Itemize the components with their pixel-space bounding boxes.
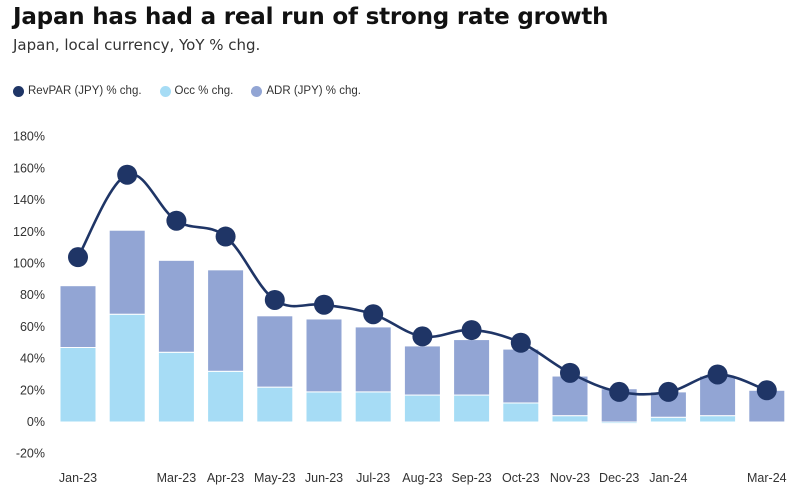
x-tick-label: Apr-23 xyxy=(207,471,245,485)
bar-occ xyxy=(157,351,195,423)
y-tick-label: 20% xyxy=(20,383,45,397)
x-tick-label: Jul-23 xyxy=(356,471,390,485)
legend-item-adr: ADR (JPY) % chg. xyxy=(251,85,361,97)
y-tick-label: 0% xyxy=(27,415,45,429)
bar-occ xyxy=(551,415,589,423)
bars xyxy=(59,229,786,425)
x-tick-label: Oct-23 xyxy=(502,471,540,485)
bar-occ xyxy=(354,391,392,423)
y-axis: -20% 0% 20% 40% 60% 80% 100% 120% 140% 160% 180% xyxy=(13,130,45,461)
revpar-point xyxy=(707,364,728,385)
revpar-line xyxy=(68,164,777,402)
bar-adr xyxy=(207,269,245,372)
bar-occ xyxy=(108,313,146,423)
legend-item-revpar: RevPAR (JPY) % chg. xyxy=(13,85,142,97)
legend-swatch-adr xyxy=(251,85,263,97)
y-tick-label: 180% xyxy=(13,130,45,144)
y-tick-label: -20% xyxy=(16,447,45,461)
legend-swatch-revpar xyxy=(13,85,24,97)
y-tick-label: 120% xyxy=(13,225,45,239)
x-tick-label: May-23 xyxy=(254,471,296,485)
bar-adr xyxy=(108,229,146,315)
x-tick-label: Jun-23 xyxy=(305,471,343,485)
y-tick-label: 100% xyxy=(13,257,45,271)
bar-occ xyxy=(59,347,97,423)
bar-adr xyxy=(59,285,97,349)
x-tick-label: Jan-24 xyxy=(649,471,687,485)
x-tick-label: Mar-23 xyxy=(157,471,197,485)
legend-label-revpar: RevPAR (JPY) % chg. xyxy=(28,85,142,97)
bar-occ xyxy=(207,370,245,423)
bar-adr xyxy=(157,259,195,353)
y-tick-label: 60% xyxy=(20,320,45,334)
legend-item-occ: Occ % chg. xyxy=(159,85,234,97)
revpar-point xyxy=(68,247,88,268)
bar-adr xyxy=(453,339,491,396)
revpar-point xyxy=(560,362,580,383)
x-tick-label: Dec-23 xyxy=(599,471,639,485)
bar-occ xyxy=(256,386,294,423)
x-axis: Jan-23 Mar-23 Apr-23 May-23 Jun-23 Jul-23 Aug-… xyxy=(59,471,787,485)
x-tick-label: Sep-23 xyxy=(451,471,491,485)
revpar-point xyxy=(510,332,531,353)
x-tick-label: Jan-23 xyxy=(59,471,97,485)
revpar-point xyxy=(314,294,334,315)
chart-title: Japan has had a real run of strong rate … xyxy=(13,4,609,30)
legend-swatch-occ xyxy=(159,85,171,97)
legend: RevPAR (JPY) % chg. Occ % chg. ADR (JPY)… xyxy=(13,85,361,97)
bar-adr xyxy=(354,326,392,393)
revpar-point xyxy=(658,381,679,402)
y-tick-label: 80% xyxy=(20,288,45,302)
revpar-point xyxy=(363,304,384,325)
legend-label-adr: ADR (JPY) % chg. xyxy=(266,85,361,97)
y-tick-label: 160% xyxy=(13,161,45,175)
y-tick-label: 140% xyxy=(13,193,45,207)
x-tick-label: Aug-23 xyxy=(402,471,442,485)
bar-adr xyxy=(305,318,343,393)
bar-adr xyxy=(502,348,540,404)
bar-occ xyxy=(699,415,737,423)
revpar-point xyxy=(609,381,630,402)
revpar-point xyxy=(756,380,777,401)
x-tick-label: Nov-23 xyxy=(550,471,590,485)
bar-adr xyxy=(403,345,441,396)
bar-occ xyxy=(502,402,540,423)
legend-label-occ: Occ % chg. xyxy=(174,85,234,97)
revpar-point xyxy=(412,326,433,347)
bar-occ xyxy=(649,416,687,423)
revpar-point xyxy=(166,210,187,231)
x-tick-label: Mar-24 xyxy=(747,471,787,485)
revpar-point xyxy=(215,226,236,247)
bar-occ xyxy=(305,391,343,423)
revpar-point xyxy=(264,289,285,310)
y-tick-label: 40% xyxy=(20,352,45,366)
revpar-point xyxy=(117,164,138,185)
revpar-point xyxy=(461,320,482,341)
bar-occ xyxy=(403,394,441,423)
chart-subtitle: Japan, local currency, YoY % chg. xyxy=(13,36,261,54)
bar-adr xyxy=(256,315,294,388)
bar-occ xyxy=(453,394,491,423)
